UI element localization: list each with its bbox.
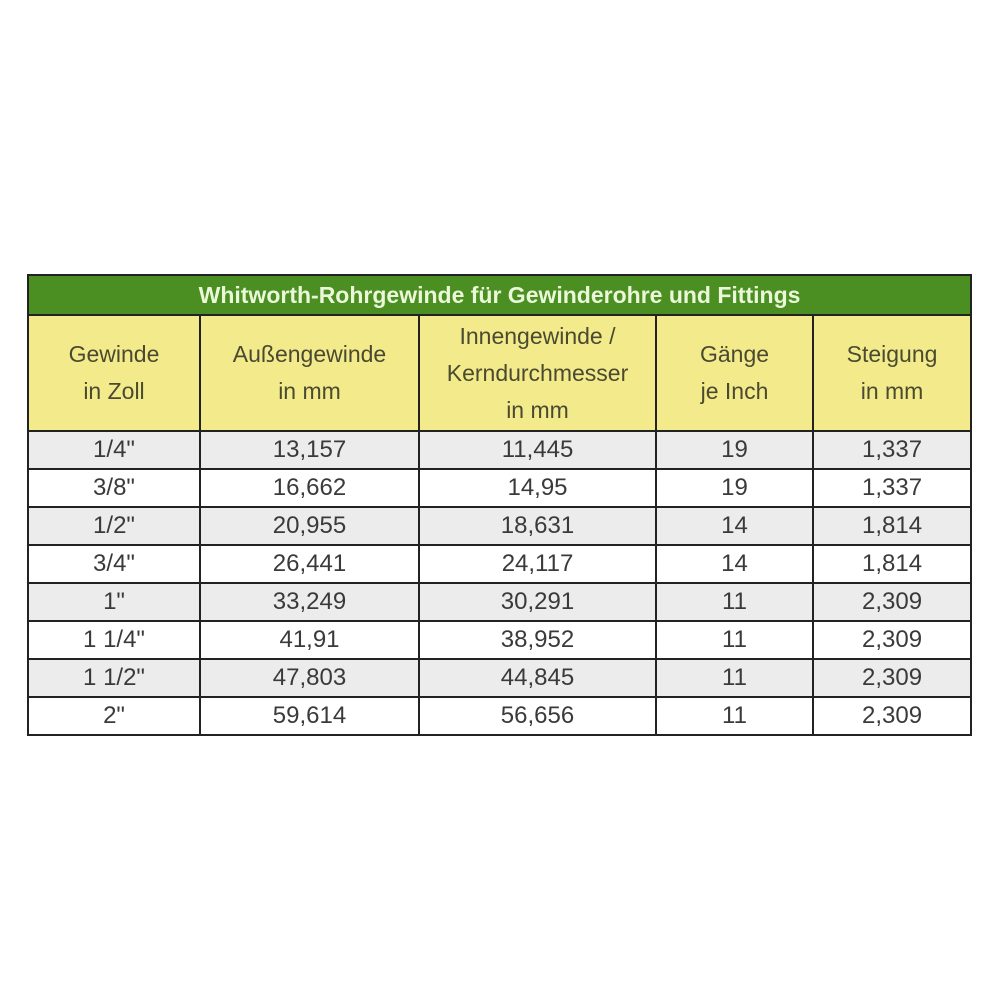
cell-pitch: 2,309: [811, 620, 973, 660]
column-header-outer-diameter: Außengewinde in mm: [199, 314, 420, 432]
cell-pitch: 2,309: [811, 658, 973, 698]
cell-thread-size: 2": [27, 696, 201, 736]
cell-threads-per-inch: 11: [655, 696, 814, 736]
table-row: 2" 59,614 56,656 11 2,309: [27, 696, 973, 736]
cell-thread-size: 3/8": [27, 468, 201, 508]
cell-core-diameter: 18,631: [418, 506, 657, 546]
cell-thread-size: 3/4": [27, 544, 201, 584]
cell-threads-per-inch: 19: [655, 468, 814, 508]
table-row: 3/8" 16,662 14,95 19 1,337: [27, 468, 973, 508]
header-line: Innengewinde /: [459, 322, 616, 349]
table-body: 1/4" 13,157 11,445 19 1,337 3/8" 16,662 14,95 19…: [27, 430, 973, 736]
table-row: 1 1/4" 41,91 38,952 11 2,309: [27, 620, 973, 660]
table-row: 1/2" 20,955 18,631 14 1,814: [27, 506, 973, 546]
cell-outer-diameter: 20,955: [199, 506, 420, 546]
header-line: in Zoll: [83, 378, 145, 404]
cell-threads-per-inch: 14: [655, 506, 814, 546]
cell-core-diameter: 24,117: [418, 544, 657, 584]
cell-thread-size: 1 1/4": [27, 620, 201, 660]
cell-outer-diameter: 59,614: [199, 696, 420, 736]
cell-threads-per-inch: 11: [655, 620, 814, 660]
cell-pitch: 1,814: [811, 544, 973, 584]
cell-thread-size: 1/2": [27, 506, 201, 546]
table-row: 1/4" 13,157 11,445 19 1,337: [27, 430, 973, 470]
cell-outer-diameter: 41,91: [199, 620, 420, 660]
cell-core-diameter: 30,291: [418, 582, 657, 622]
cell-pitch: 1,814: [811, 506, 973, 546]
table-title: Whitworth-Rohrgewinde für Gewinderohre u…: [26, 274, 973, 316]
header-line: Kerndurchmesser: [446, 359, 629, 386]
cell-threads-per-inch: 11: [655, 658, 814, 698]
cell-core-diameter: 38,952: [418, 620, 657, 660]
cell-core-diameter: 14,95: [418, 468, 657, 508]
header-line: in mm: [860, 378, 924, 404]
cell-threads-per-inch: 11: [655, 582, 814, 622]
cell-threads-per-inch: 14: [655, 544, 814, 584]
cell-outer-diameter: 47,803: [199, 658, 420, 698]
header-line: Gänge: [699, 341, 770, 367]
cell-outer-diameter: 26,441: [199, 544, 420, 584]
column-header-core-diameter: Innengewinde / Kerndurchmesser in mm: [418, 314, 657, 432]
whitworth-thread-table: Whitworth-Rohrgewinde für Gewinderohre u…: [26, 274, 973, 736]
column-header-thread-size: Gewinde in Zoll: [27, 314, 201, 432]
cell-pitch: 2,309: [811, 696, 973, 736]
header-line: Gewinde: [68, 341, 160, 367]
cell-core-diameter: 44,845: [418, 658, 657, 698]
header-line: in mm: [278, 378, 341, 404]
cell-thread-size: 1/4": [27, 430, 201, 470]
header-row: Gewinde in Zoll Außengewinde in mm Innengewi…: [27, 314, 973, 432]
header-line: Außengewinde: [232, 341, 387, 367]
cell-pitch: 1,337: [811, 430, 973, 470]
column-header-threads-per-inch: Gänge je Inch: [655, 314, 814, 432]
table-row: 1" 33,249 30,291 11 2,309: [27, 582, 973, 622]
header-line: in mm: [506, 396, 569, 423]
cell-core-diameter: 56,656: [418, 696, 657, 736]
table-row: 3/4" 26,441 24,117 14 1,814: [27, 544, 973, 584]
header-line: Steigung: [846, 341, 938, 367]
cell-outer-diameter: 16,662: [199, 468, 420, 508]
table-row: 1 1/2" 47,803 44,845 11 2,309: [27, 658, 973, 698]
cell-outer-diameter: 13,157: [199, 430, 420, 470]
cell-thread-size: 1": [27, 582, 201, 622]
column-header-pitch: Steigung in mm: [811, 314, 973, 432]
cell-pitch: 2,309: [811, 582, 973, 622]
cell-pitch: 1,337: [811, 468, 973, 508]
header-line: je Inch: [700, 378, 769, 404]
cell-outer-diameter: 33,249: [199, 582, 420, 622]
cell-core-diameter: 11,445: [418, 430, 657, 470]
cell-threads-per-inch: 19: [655, 430, 814, 470]
cell-thread-size: 1 1/2": [27, 658, 201, 698]
